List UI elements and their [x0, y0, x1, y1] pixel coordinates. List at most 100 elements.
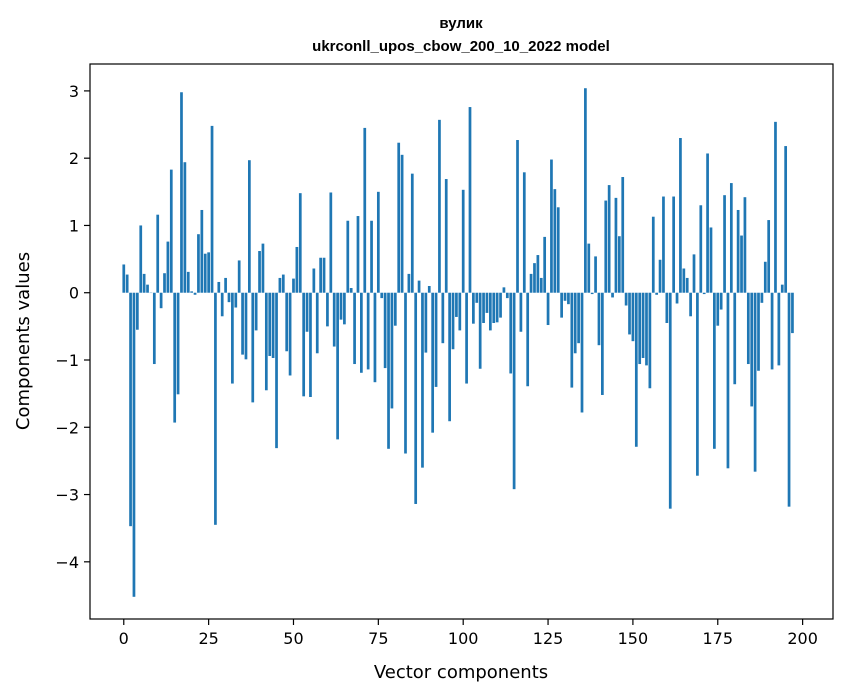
bar — [672, 196, 675, 293]
x-tick-label: 100 — [448, 629, 479, 648]
bar — [533, 263, 536, 293]
bar — [601, 292, 604, 395]
bar — [268, 292, 272, 356]
bar — [346, 220, 350, 293]
bar — [746, 292, 750, 365]
y-tick-label: −3 — [55, 486, 79, 505]
bar — [190, 291, 194, 293]
bar — [753, 292, 757, 472]
x-tick-label: 125 — [533, 629, 564, 648]
bar — [563, 292, 567, 301]
y-tick-label: 3 — [69, 82, 79, 101]
bar — [465, 292, 468, 384]
bar — [251, 292, 255, 403]
bar — [729, 183, 733, 293]
bar — [713, 292, 716, 449]
bar — [665, 292, 669, 323]
bar — [458, 292, 462, 331]
bar — [173, 292, 177, 423]
bar — [248, 160, 251, 293]
bar — [444, 179, 448, 293]
bar — [237, 260, 241, 293]
y-tick-label: −4 — [55, 553, 79, 572]
bar — [186, 271, 190, 293]
bar — [366, 292, 370, 370]
bar — [689, 292, 692, 317]
bar — [217, 281, 221, 293]
bar — [726, 292, 730, 469]
bar — [214, 292, 217, 525]
bar — [736, 209, 740, 293]
bar — [580, 292, 584, 413]
bars-group — [122, 88, 794, 597]
bar — [370, 220, 373, 293]
bar — [780, 284, 784, 293]
bar — [254, 292, 258, 331]
bar — [410, 173, 414, 293]
bar — [322, 257, 326, 293]
bar — [427, 286, 431, 293]
bar — [329, 192, 333, 293]
bar — [675, 292, 679, 304]
bar — [122, 264, 126, 293]
bar — [482, 292, 485, 323]
bar — [258, 251, 261, 293]
bar — [336, 292, 339, 440]
bar — [709, 227, 713, 293]
bar — [451, 292, 455, 350]
bar — [624, 292, 628, 306]
bar — [135, 292, 139, 330]
bar — [431, 292, 435, 433]
bar — [774, 121, 777, 293]
bar — [485, 292, 489, 313]
bar — [156, 214, 160, 293]
y-tick-label: −1 — [55, 351, 79, 370]
bar — [390, 292, 394, 409]
bar — [655, 292, 659, 295]
bar — [757, 292, 760, 371]
x-tick-label: 50 — [283, 629, 303, 648]
bar — [380, 292, 384, 299]
bar — [512, 292, 516, 490]
bar — [472, 292, 475, 324]
bar — [556, 207, 560, 293]
bar — [631, 292, 635, 342]
bar — [543, 236, 547, 293]
plot-area — [89, 63, 834, 620]
bar — [455, 292, 458, 317]
bar — [743, 197, 747, 293]
x-tick-label: 25 — [198, 629, 218, 648]
bar — [292, 278, 295, 293]
bar — [298, 193, 302, 293]
bar — [628, 292, 631, 335]
bar — [387, 292, 390, 449]
bar — [417, 280, 421, 293]
bar — [275, 292, 278, 449]
bar — [421, 292, 424, 468]
bar — [587, 243, 591, 293]
bar — [733, 292, 737, 385]
chart-title: вулик — [439, 15, 483, 32]
bar — [353, 292, 356, 365]
bar — [183, 162, 187, 293]
bar — [536, 255, 540, 293]
bar — [278, 277, 282, 293]
bar — [180, 92, 183, 293]
bar — [152, 292, 156, 365]
bar — [271, 292, 275, 358]
bar — [597, 292, 601, 346]
bar — [516, 140, 519, 293]
bar — [634, 292, 638, 447]
bar — [611, 292, 614, 298]
bar — [719, 292, 723, 310]
bar — [553, 189, 557, 293]
bar — [590, 292, 594, 295]
bar — [784, 146, 788, 293]
bar — [763, 261, 767, 293]
bar — [227, 292, 231, 303]
bar — [438, 119, 441, 293]
bar — [129, 292, 132, 527]
bar — [573, 292, 577, 354]
bar — [142, 273, 146, 293]
